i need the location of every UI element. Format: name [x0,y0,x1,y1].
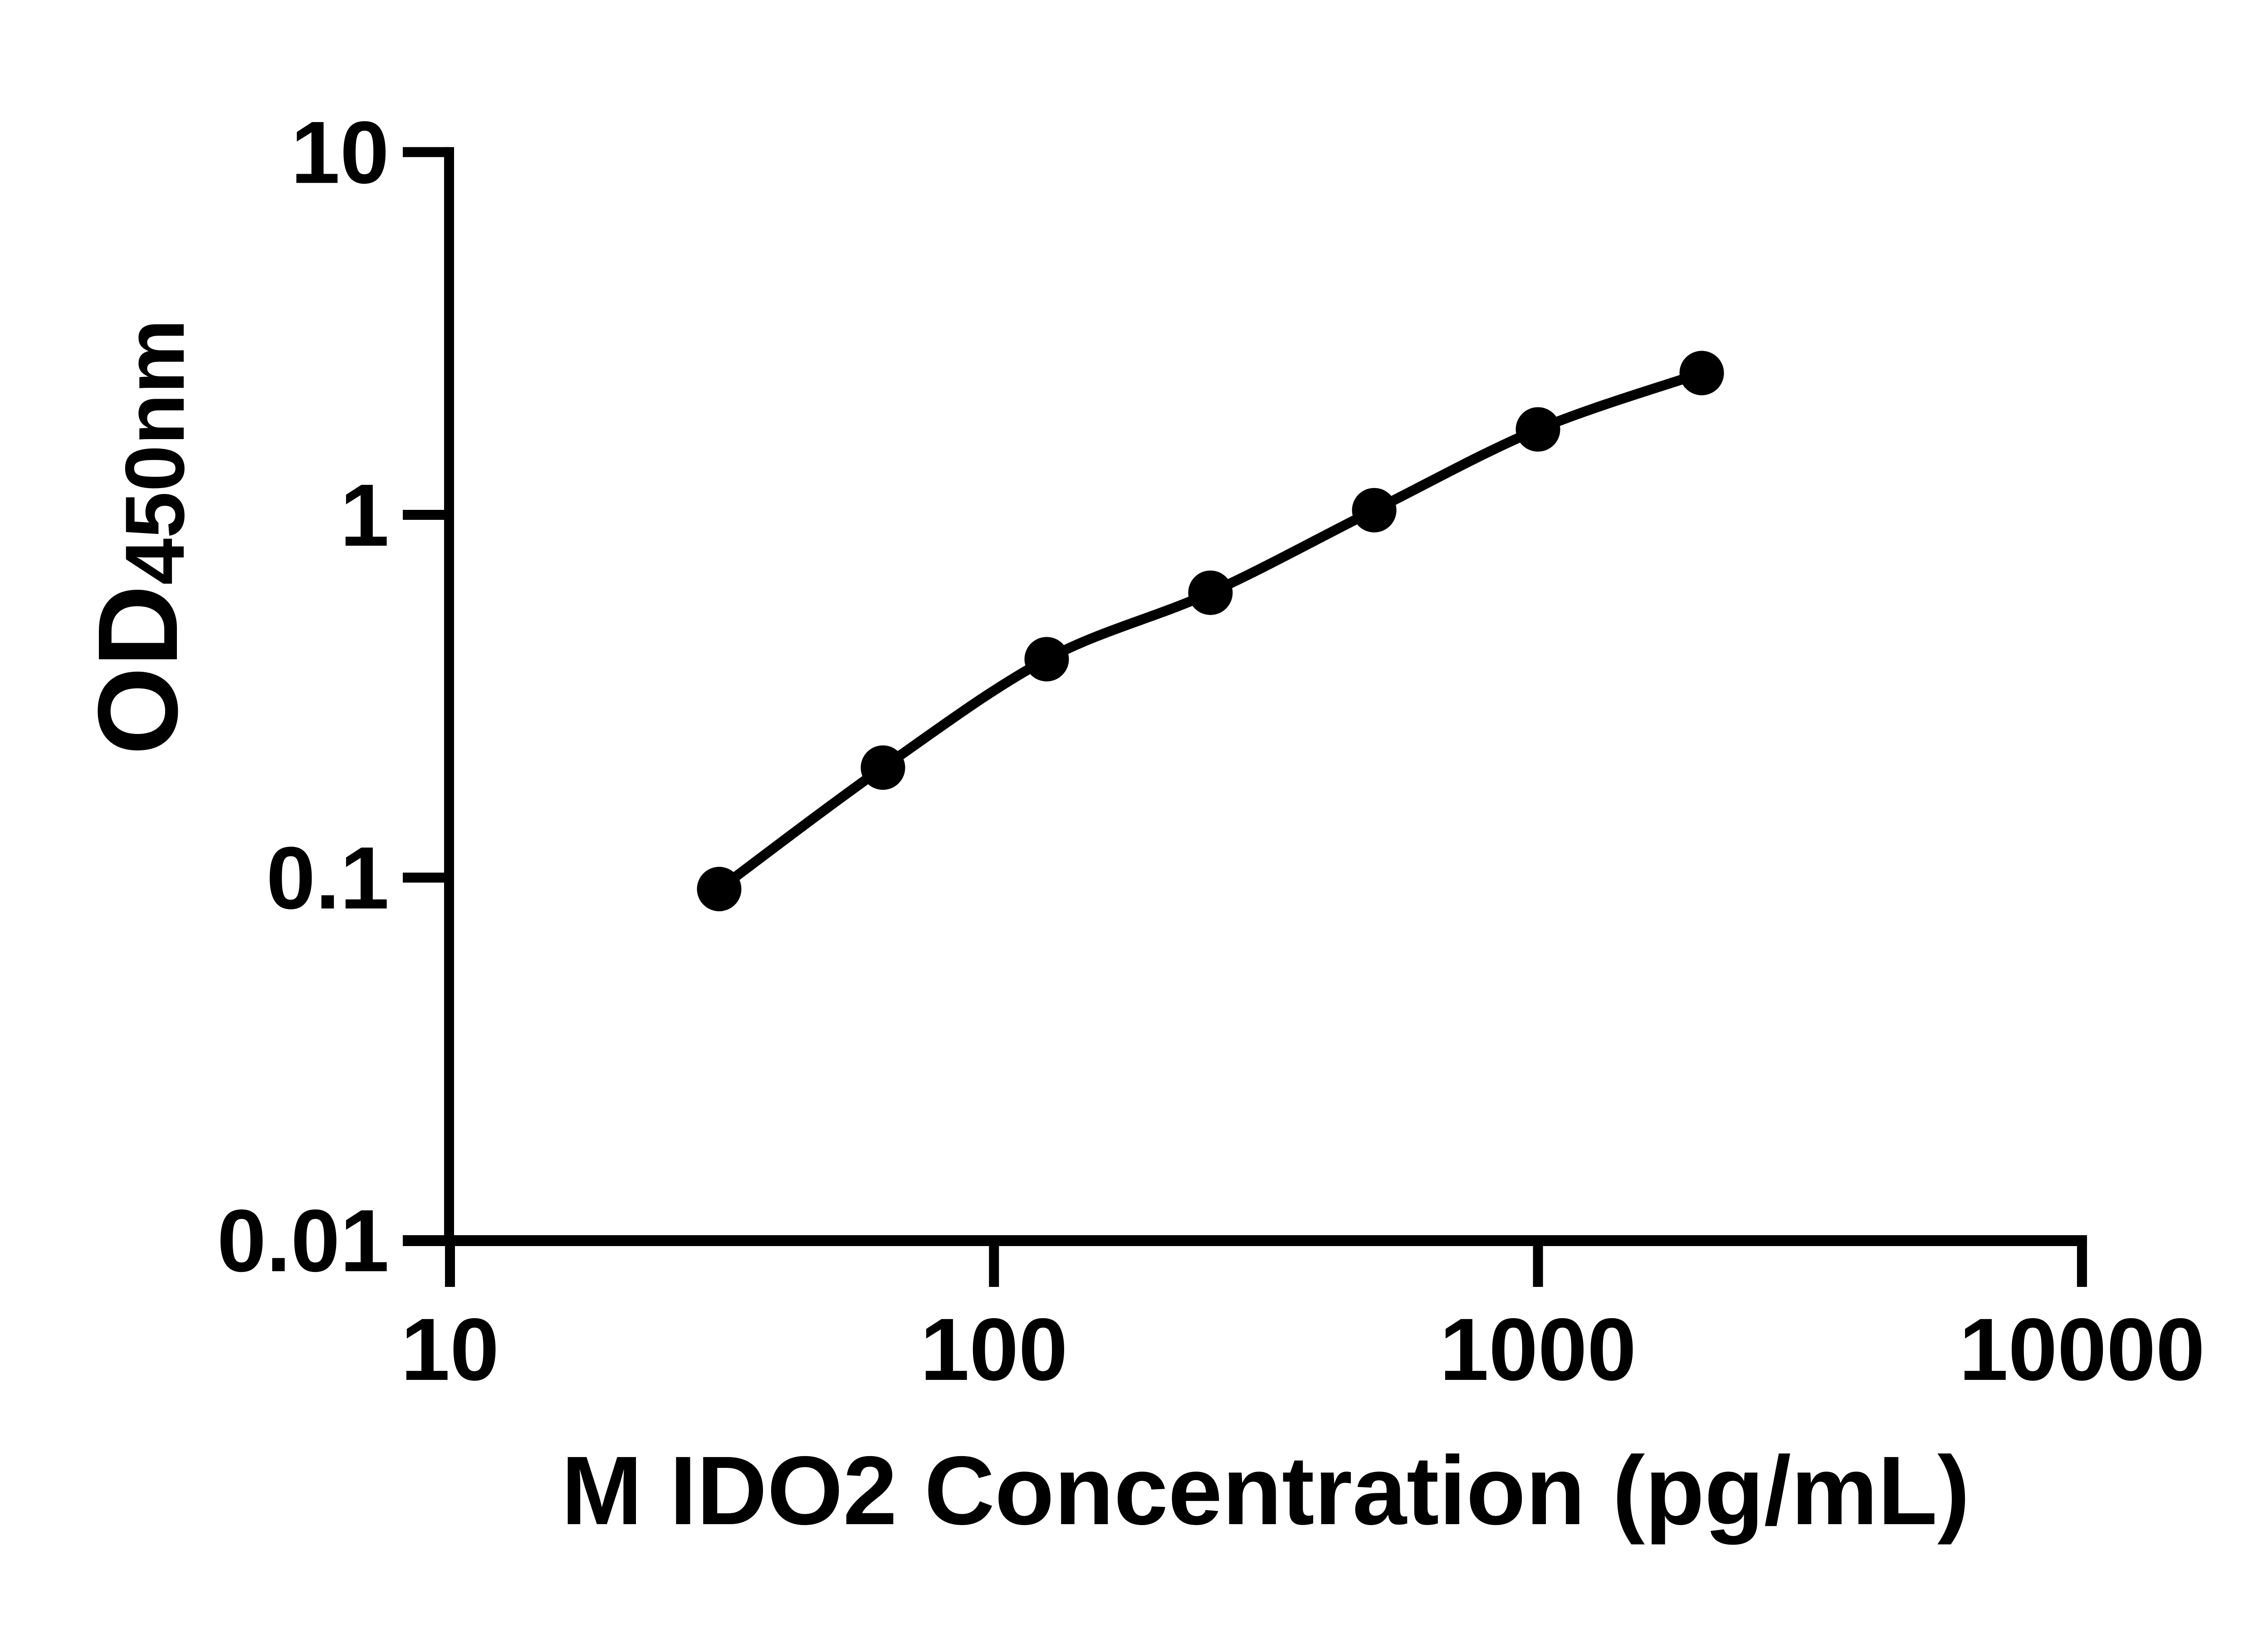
data-point [1679,351,1724,396]
y-tick [403,1235,449,1246]
y-tick-label: 10 [291,103,389,202]
y-tick-label: 0.1 [266,829,389,928]
x-tick-label: 1000 [1440,1300,1637,1399]
y-tick [403,510,449,520]
x-axis-title: M IDO2 Concentration (pg/mL) [561,1436,1970,1545]
data-point [1024,637,1069,682]
x-tick [1533,1241,1543,1287]
data-point [697,866,742,911]
data-point [1352,488,1397,533]
y-axis-title-main: OD [74,585,201,755]
y-tick [403,147,449,157]
x-tick-label: 10 [401,1300,499,1399]
y-tick-label: 1 [340,466,389,565]
x-tick [989,1241,999,1287]
y-axis-title-sub: 450nm [108,319,202,585]
y-axis-line [444,147,454,1246]
data-point [860,745,905,790]
data-point [1515,407,1560,452]
data-point [1188,570,1233,615]
x-axis-line [403,1235,2087,1246]
x-tick [445,1241,455,1287]
x-tick [2077,1241,2087,1287]
y-axis-title: OD450nm [74,319,202,755]
x-tick-label: 100 [920,1300,1068,1399]
y-tick-label: 0.01 [217,1191,389,1290]
x-tick-label: 10000 [1959,1300,2205,1399]
y-tick [403,872,449,883]
